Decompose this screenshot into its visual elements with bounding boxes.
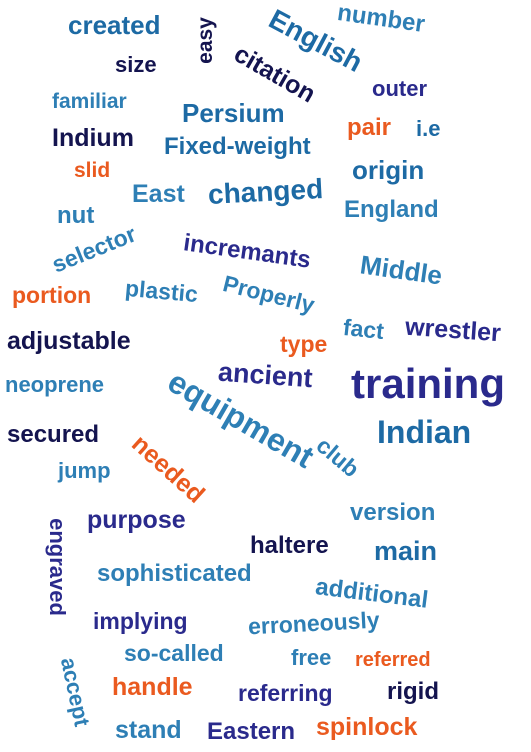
word-plastic: plastic xyxy=(124,274,199,308)
word-sophisticated: sophisticated xyxy=(97,560,252,587)
word-ie: i.e xyxy=(416,116,441,141)
word-portion: portion xyxy=(12,282,92,308)
word-pair: pair xyxy=(347,114,392,141)
word-stand: stand xyxy=(115,716,182,744)
word-indium: Indium xyxy=(52,124,134,152)
word-handle: handle xyxy=(112,673,193,701)
word-spinlock: spinlock xyxy=(316,713,418,741)
word-easy: easy xyxy=(193,17,217,64)
word-outer: outer xyxy=(372,76,427,101)
word-rigid: rigid xyxy=(387,678,439,705)
word-middle: Middle xyxy=(358,249,445,291)
word-free: free xyxy=(291,645,332,670)
word-fact: fact xyxy=(341,313,386,345)
word-created: created xyxy=(68,10,161,40)
word-changed: changed xyxy=(207,173,324,210)
word-haltere: haltere xyxy=(250,532,329,559)
word-version: version xyxy=(350,499,436,526)
word-club: club xyxy=(311,431,365,483)
word-jump: jump xyxy=(58,458,111,483)
word-size: size xyxy=(115,52,157,77)
word-properly: Properly xyxy=(220,270,318,318)
word-eastern: Eastern xyxy=(207,718,296,745)
word-indian: Indian xyxy=(377,414,472,450)
word-secured: secured xyxy=(7,421,100,448)
word-wrestler: wrestler xyxy=(404,312,502,348)
word-referred: referred xyxy=(355,649,431,671)
word-persium: Persium xyxy=(182,98,285,128)
word-training: training xyxy=(351,360,505,407)
word-engraved: engraved xyxy=(44,518,70,616)
word-implying: implying xyxy=(93,608,188,634)
word-neoprene: neoprene xyxy=(5,372,105,397)
word-fixed-weight: Fixed-weight xyxy=(164,133,311,160)
word-referring: referring xyxy=(238,680,333,706)
word-slid: slid xyxy=(74,159,111,182)
word-so-called: so-called xyxy=(124,640,224,666)
word-adjustable: adjustable xyxy=(7,327,131,355)
word-type: type xyxy=(280,331,328,357)
word-selector: selector xyxy=(48,220,140,278)
word-number: number xyxy=(335,0,427,38)
word-familiar: familiar xyxy=(52,90,127,113)
word-needed: needed xyxy=(126,429,210,509)
word-origin: origin xyxy=(352,155,425,185)
word-accept: accept xyxy=(55,655,95,729)
word-incremants: incremants xyxy=(181,229,313,274)
word-main: main xyxy=(374,536,438,566)
word-england: England xyxy=(344,196,439,223)
word-erroneously: erroneously xyxy=(247,606,381,640)
word-purpose: purpose xyxy=(87,506,186,534)
word-ancient: ancient xyxy=(217,356,314,394)
word-nut: nut xyxy=(57,202,95,229)
word-east: East xyxy=(132,180,185,208)
